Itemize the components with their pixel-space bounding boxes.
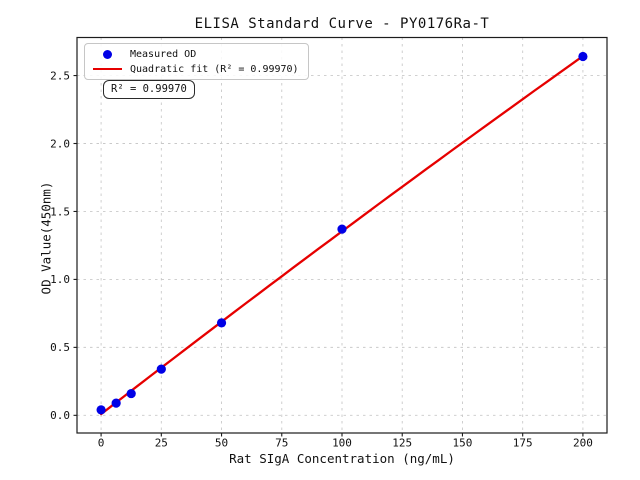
y-tick-label: 0.0 — [50, 409, 70, 422]
x-tick-label: 25 — [155, 437, 168, 450]
x-tick-label: 50 — [215, 437, 228, 450]
data-point — [216, 318, 227, 328]
x-tick-label: 100 — [332, 437, 352, 450]
x-tick-label: 150 — [453, 437, 473, 450]
y-tick-label: 1.5 — [50, 205, 70, 218]
x-tick-label: 200 — [573, 437, 593, 450]
legend-label-measured-od: Measured OD — [130, 48, 197, 60]
y-tick-label: 0.5 — [50, 341, 70, 354]
legend-item-quadratic-fit: Quadratic fit (R² = 0.99970) — [90, 62, 299, 76]
fit-line-marker-icon — [92, 67, 122, 71]
y-tick-label: 2.0 — [50, 137, 70, 150]
x-tick-label: 75 — [275, 437, 288, 450]
data-point — [156, 364, 166, 374]
r-squared-annotation: R² = 0.99970 — [103, 80, 195, 99]
data-point — [126, 388, 136, 399]
legend-item-measured-od: Measured OD — [90, 47, 299, 61]
y-tick-label: 2.5 — [50, 69, 70, 82]
legend-marker-cell — [90, 49, 124, 59]
y-axis-label: OD Value(450nm) — [38, 181, 54, 295]
x-axis-label: Rat SIgA Concentration (ng/mL) — [229, 451, 455, 466]
data-point — [578, 51, 588, 62]
x-tick-label: 175 — [513, 437, 533, 450]
data-point — [337, 224, 347, 234]
y-tick-label: 1.0 — [50, 273, 70, 286]
scatter-marker-icon — [102, 49, 112, 59]
chart-title: ELISA Standard Curve - PY0176Ra-T — [194, 16, 490, 32]
legend-label-quadratic-fit: Quadratic fit (R² = 0.99970) — [130, 63, 299, 75]
data-point — [111, 398, 121, 408]
data-point — [96, 405, 106, 415]
x-tick-label: 0 — [98, 437, 105, 450]
x-tick-label: 125 — [392, 437, 412, 450]
legend-marker-cell — [90, 67, 124, 71]
legend: Measured OD Quadratic fit (R² = 0.99970) — [84, 43, 309, 80]
